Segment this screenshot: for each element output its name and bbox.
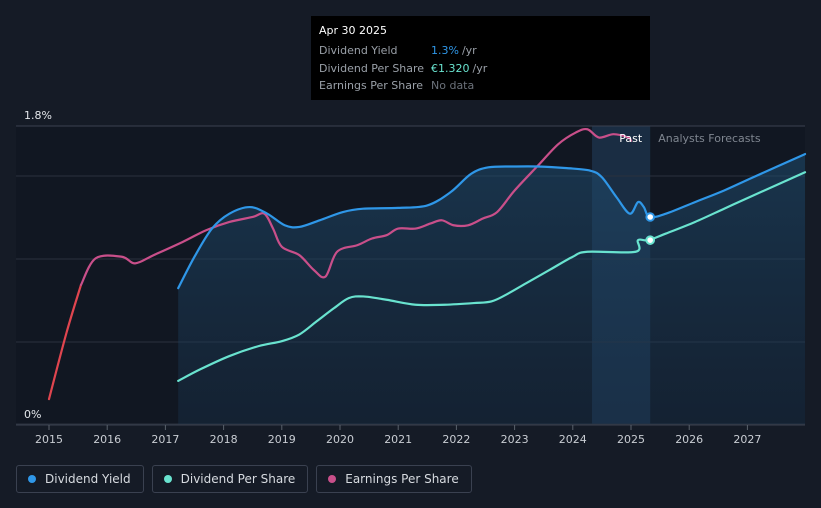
legend-dot-icon	[28, 475, 36, 483]
earnings-per-share-line-negative-growth	[47, 283, 83, 401]
tooltip-unit: /yr	[472, 61, 488, 75]
legend-label: Dividend Yield	[45, 472, 131, 486]
past-label: Past	[619, 132, 643, 145]
tooltip-unit: /yr	[461, 44, 477, 58]
dividend-yield-marker	[645, 212, 656, 222]
x-tick-label: 2025	[617, 433, 645, 446]
tooltip-value: No data	[431, 79, 475, 93]
tooltip-value: €1.320	[431, 61, 470, 75]
x-tick-label: 2016	[93, 433, 121, 446]
x-tick-label: 2015	[35, 433, 63, 446]
y-tick-label: 0%	[24, 408, 41, 421]
x-tick-label: 2019	[268, 433, 296, 446]
x-tick-label: 2018	[210, 433, 238, 446]
tooltip-date: Apr 30 2025	[319, 24, 388, 37]
tooltip-label: Dividend Yield	[319, 44, 398, 58]
y-tick-label: 1.8%	[24, 109, 52, 122]
legend-dividend-per-share[interactable]: Dividend Per Share	[151, 465, 309, 493]
dividend-per-share-marker	[645, 235, 656, 245]
x-tick-label: 2020	[326, 433, 354, 446]
legend-label: Dividend Per Share	[180, 472, 296, 486]
tooltip-row-dividend-yield: Dividend Yield 1.3% /yr	[319, 42, 642, 60]
x-tick-label: 2023	[501, 433, 529, 446]
legend-label: Earnings Per Share	[345, 472, 459, 486]
forecast-label: Analysts Forecasts	[658, 132, 761, 145]
x-tick-label: 2026	[675, 433, 703, 446]
x-tick-label: 2021	[384, 433, 412, 446]
dividend-per-share-line	[177, 171, 807, 382]
legend-earnings-per-share[interactable]: Earnings Per Share	[316, 465, 472, 493]
legend-dot-icon	[328, 475, 337, 483]
tooltip-label: Dividend Per Share	[319, 61, 425, 75]
dividend-yield-area	[178, 154, 806, 425]
tooltip-row-earnings-per-share: Earnings Per Share No data	[319, 77, 642, 95]
tooltip-label: Earnings Per Share	[319, 79, 424, 93]
tooltip-value: 1.3%	[431, 44, 459, 58]
earnings-per-share-line	[79, 127, 633, 286]
tooltip-row-dividend-per-share: Dividend Per Share €1.320 /yr	[319, 60, 642, 78]
chart-tooltip: Apr 30 2025 Dividend Yield 1.3% /yr Divi…	[311, 16, 650, 100]
x-tick-label: 2022	[442, 433, 470, 446]
chart-legend: Dividend Yield Dividend Per Share Earnin…	[16, 465, 472, 493]
x-tick-label: 2024	[559, 433, 587, 446]
x-tick-label: 2027	[733, 433, 761, 446]
x-tick-label: 2017	[151, 433, 179, 446]
legend-dot-icon	[163, 475, 172, 483]
legend-dividend-yield[interactable]: Dividend Yield	[16, 465, 144, 493]
